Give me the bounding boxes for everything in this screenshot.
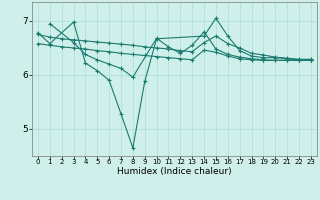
- X-axis label: Humidex (Indice chaleur): Humidex (Indice chaleur): [117, 167, 232, 176]
